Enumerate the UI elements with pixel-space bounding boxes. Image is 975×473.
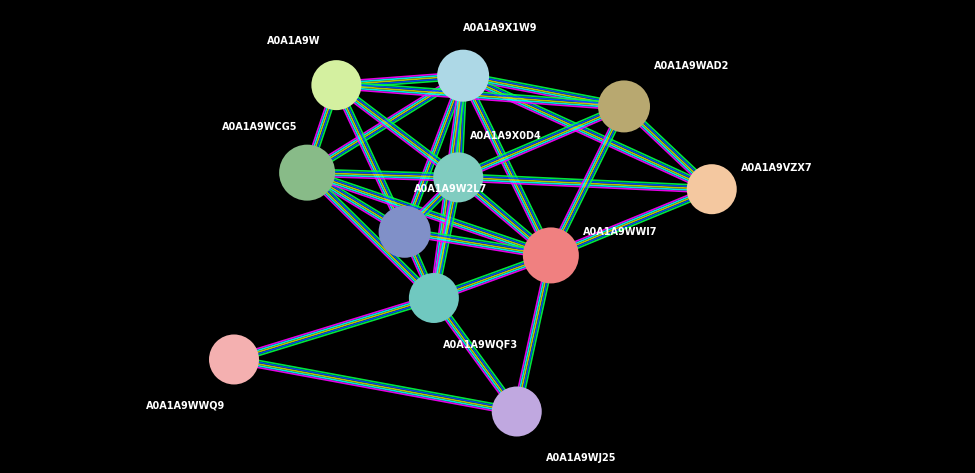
Circle shape — [311, 60, 362, 110]
Circle shape — [437, 50, 489, 102]
Circle shape — [598, 80, 650, 132]
Text: A0A1A9WAD2: A0A1A9WAD2 — [654, 61, 729, 71]
Circle shape — [409, 273, 459, 323]
Circle shape — [433, 152, 484, 202]
Text: A0A1A9WWQ9: A0A1A9WWQ9 — [146, 401, 225, 411]
Text: A0A1A9X1W9: A0A1A9X1W9 — [463, 23, 537, 33]
Circle shape — [378, 206, 431, 258]
Text: A0A1A9W: A0A1A9W — [266, 36, 320, 46]
Circle shape — [209, 334, 259, 385]
Text: A0A1A9W2L7: A0A1A9W2L7 — [413, 184, 487, 194]
Text: A0A1A9VZX7: A0A1A9VZX7 — [740, 163, 812, 173]
Text: A0A1A9WCG5: A0A1A9WCG5 — [222, 122, 297, 132]
Text: A0A1A9WWI7: A0A1A9WWI7 — [583, 227, 657, 237]
Circle shape — [491, 386, 542, 437]
Circle shape — [279, 145, 335, 201]
Text: A0A1A9WQF3: A0A1A9WQF3 — [443, 339, 518, 349]
Circle shape — [686, 164, 737, 214]
Circle shape — [523, 228, 579, 283]
Text: A0A1A9WJ25: A0A1A9WJ25 — [545, 453, 616, 463]
Text: A0A1A9X0D4: A0A1A9X0D4 — [470, 131, 541, 141]
